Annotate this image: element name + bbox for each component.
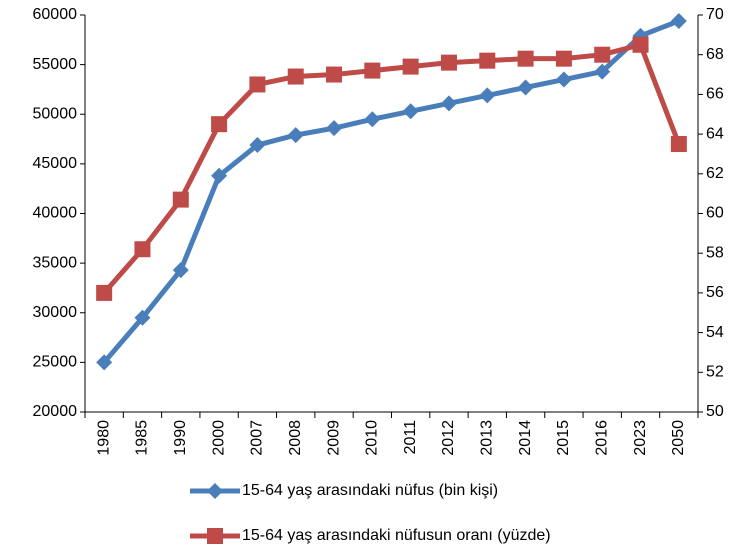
- data-point: [517, 50, 534, 67]
- data-point: [479, 87, 496, 104]
- data-point: [287, 127, 304, 144]
- y-tick-label: 30000: [33, 304, 78, 321]
- y2-tick-label: 52: [706, 364, 724, 381]
- data-point: [555, 71, 572, 88]
- data-point: [555, 50, 572, 67]
- data-point: [172, 262, 189, 279]
- legend-marker: [207, 483, 223, 499]
- y2-tick-label: 58: [706, 244, 724, 261]
- x-tick-label: 2000: [210, 420, 227, 456]
- x-tick-label: 2016: [593, 420, 610, 456]
- data-point: [326, 66, 343, 83]
- x-tick-label: 1980: [95, 420, 112, 456]
- legend-marker: [207, 528, 223, 544]
- data-point: [670, 136, 687, 153]
- x-tick-label: 2009: [325, 420, 342, 456]
- x-tick-label: 2050: [670, 420, 687, 456]
- y-tick-label: 55000: [33, 56, 78, 73]
- y2-tick-label: 68: [706, 46, 724, 63]
- data-point: [211, 167, 228, 184]
- data-point: [594, 46, 611, 63]
- y2-tick-label: 60: [706, 205, 724, 222]
- data-point: [594, 63, 611, 80]
- data-point: [96, 284, 113, 301]
- data-point: [670, 12, 687, 29]
- y-tick-label: 50000: [33, 105, 78, 122]
- legend-label: 15-64 yaş arasındaki nüfus (bin kişi): [242, 482, 498, 499]
- y-tick-label: 20000: [33, 403, 78, 420]
- data-point: [249, 137, 266, 154]
- x-tick-label: 2008: [287, 420, 304, 456]
- y2-tick-label: 62: [706, 165, 724, 182]
- series-line: [102, 42, 682, 295]
- series-line: [102, 18, 680, 365]
- y-tick-label: 25000: [33, 354, 78, 371]
- x-tick-label: 2013: [479, 420, 496, 456]
- x-tick-label: 2012: [440, 420, 457, 456]
- x-tick-label: 2010: [364, 420, 381, 456]
- data-point: [402, 103, 419, 120]
- x-tick-label: 2015: [555, 420, 572, 456]
- y2-tick-label: 54: [706, 324, 724, 341]
- legend-label: 15-64 yaş arasındaki nüfusun oranı (yüzd…: [242, 527, 551, 544]
- y2-tick-label: 70: [706, 6, 724, 23]
- x-tick-label: 1990: [172, 420, 189, 456]
- data-point: [134, 241, 151, 258]
- data-point: [517, 79, 534, 96]
- data-point: [172, 191, 189, 208]
- x-tick-label: 2007: [249, 420, 266, 456]
- data-point: [211, 116, 228, 133]
- y-tick-label: 60000: [33, 6, 78, 23]
- data-point: [249, 76, 266, 93]
- data-point: [479, 52, 496, 69]
- y-tick-label: 35000: [33, 254, 78, 271]
- data-point: [402, 58, 419, 75]
- x-tick-label: 1985: [134, 420, 151, 456]
- y2-tick-label: 66: [706, 86, 724, 103]
- data-point: [96, 354, 113, 371]
- data-point: [632, 36, 649, 53]
- y-tick-label: 40000: [33, 205, 78, 222]
- y2-tick-label: 64: [706, 125, 724, 142]
- data-point: [440, 54, 457, 71]
- data-point: [364, 111, 381, 128]
- data-point: [326, 120, 343, 137]
- x-tick-label: 2011: [402, 420, 419, 455]
- data-point: [134, 309, 151, 326]
- x-tick-label: 2023: [632, 420, 649, 456]
- y2-tick-label: 56: [706, 284, 724, 301]
- data-point: [440, 95, 457, 112]
- y2-tick-label: 50: [706, 403, 724, 420]
- data-point: [287, 68, 304, 85]
- data-point: [364, 62, 381, 79]
- y-tick-label: 45000: [33, 155, 78, 172]
- x-tick-label: 2014: [517, 420, 534, 456]
